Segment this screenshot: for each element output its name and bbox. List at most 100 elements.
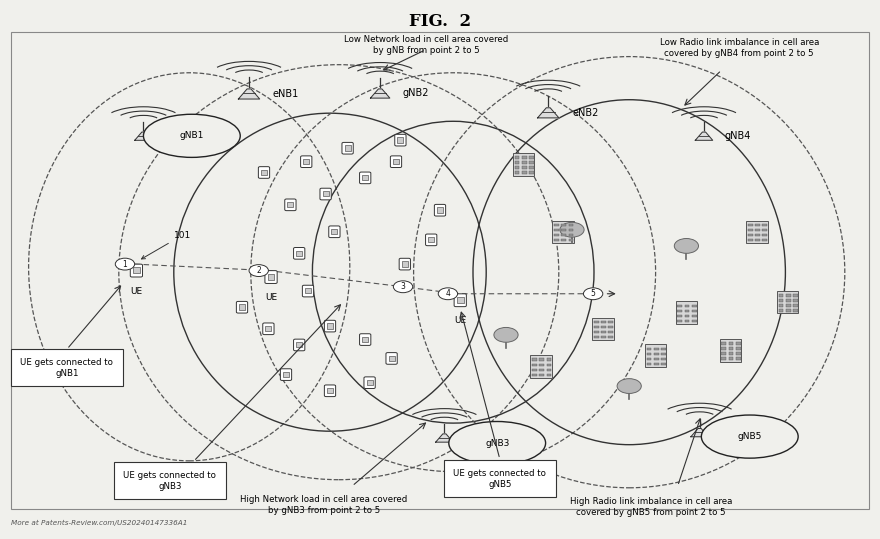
FancyBboxPatch shape — [386, 353, 397, 364]
Polygon shape — [538, 108, 559, 118]
Bar — [755, 234, 759, 237]
Bar — [692, 320, 697, 322]
Bar — [678, 309, 682, 312]
Bar — [332, 229, 337, 234]
Bar — [692, 315, 697, 317]
Bar — [297, 251, 302, 255]
Bar — [266, 326, 271, 331]
Bar — [678, 320, 682, 322]
FancyBboxPatch shape — [285, 199, 296, 211]
Bar — [529, 156, 534, 159]
FancyBboxPatch shape — [237, 301, 247, 313]
Text: 4: 4 — [445, 289, 451, 298]
Bar — [779, 299, 783, 301]
Bar — [393, 159, 399, 164]
Text: gNB1: gNB1 — [180, 132, 204, 140]
FancyBboxPatch shape — [395, 134, 406, 146]
Bar — [793, 294, 798, 296]
Text: Low Network load in cell area covered
by gNB from point 2 to 5: Low Network load in cell area covered by… — [344, 35, 508, 55]
Bar — [762, 224, 767, 226]
Bar — [529, 167, 534, 169]
Bar — [114, 462, 226, 499]
FancyBboxPatch shape — [259, 167, 269, 178]
Bar — [304, 159, 309, 164]
FancyBboxPatch shape — [325, 385, 335, 397]
Text: gNB3: gNB3 — [485, 439, 510, 447]
Text: UE gets connected to
gNB5: UE gets connected to gNB5 — [453, 468, 546, 489]
Bar — [748, 234, 752, 237]
Bar — [389, 356, 394, 361]
Bar — [748, 239, 752, 241]
Bar — [601, 336, 605, 338]
Bar — [654, 358, 658, 361]
Bar — [736, 357, 741, 360]
Bar — [513, 153, 534, 176]
Bar — [11, 349, 123, 386]
Bar — [305, 288, 311, 293]
Bar — [568, 239, 574, 241]
Bar — [367, 380, 372, 385]
Bar — [594, 331, 598, 334]
Polygon shape — [238, 89, 260, 99]
Bar — [531, 355, 552, 378]
FancyBboxPatch shape — [360, 334, 370, 345]
Bar — [592, 317, 613, 340]
Bar — [554, 229, 559, 231]
FancyBboxPatch shape — [130, 264, 143, 277]
Bar — [729, 347, 733, 350]
Bar — [645, 344, 666, 367]
Polygon shape — [370, 89, 390, 98]
Ellipse shape — [143, 114, 240, 157]
Bar — [654, 348, 658, 350]
Bar — [529, 171, 534, 174]
Bar — [661, 358, 666, 361]
Bar — [786, 304, 790, 307]
Bar — [515, 161, 519, 164]
FancyBboxPatch shape — [400, 258, 410, 270]
Bar — [608, 321, 613, 323]
Bar — [793, 304, 798, 307]
Bar — [546, 369, 552, 371]
Bar — [553, 220, 574, 243]
Bar — [568, 229, 574, 231]
Bar — [762, 234, 767, 237]
Bar — [729, 357, 733, 360]
Bar — [239, 305, 245, 309]
Bar — [676, 301, 697, 324]
FancyBboxPatch shape — [294, 247, 304, 259]
Ellipse shape — [449, 421, 546, 465]
Text: gNB2: gNB2 — [402, 88, 429, 98]
Bar — [654, 363, 658, 365]
FancyBboxPatch shape — [325, 320, 335, 332]
Circle shape — [393, 281, 413, 293]
FancyBboxPatch shape — [329, 226, 340, 238]
Bar — [729, 342, 733, 345]
FancyBboxPatch shape — [435, 204, 445, 216]
Bar — [261, 170, 267, 175]
Bar — [532, 374, 537, 376]
Bar — [722, 347, 726, 350]
Bar — [748, 224, 752, 226]
Polygon shape — [135, 132, 152, 140]
Bar — [522, 156, 526, 159]
FancyBboxPatch shape — [301, 156, 312, 168]
Bar — [608, 331, 613, 334]
Text: UE gets connected to
gNB3: UE gets connected to gNB3 — [123, 471, 216, 491]
Text: Low Radio link imbalance in cell area
covered by gNB4 from point 2 to 5: Low Radio link imbalance in cell area co… — [659, 38, 819, 58]
Text: 1: 1 — [122, 260, 128, 268]
Bar — [736, 353, 741, 355]
Bar — [539, 374, 544, 376]
Bar — [608, 326, 613, 328]
Bar — [685, 315, 689, 317]
Bar — [522, 171, 526, 174]
FancyBboxPatch shape — [426, 234, 436, 246]
Bar — [720, 339, 741, 362]
Bar — [755, 239, 759, 241]
Bar — [601, 331, 605, 334]
FancyBboxPatch shape — [263, 323, 274, 335]
Bar — [601, 326, 605, 328]
Bar — [755, 229, 759, 231]
Bar — [786, 294, 790, 296]
Bar — [363, 337, 368, 342]
Bar — [568, 234, 574, 237]
